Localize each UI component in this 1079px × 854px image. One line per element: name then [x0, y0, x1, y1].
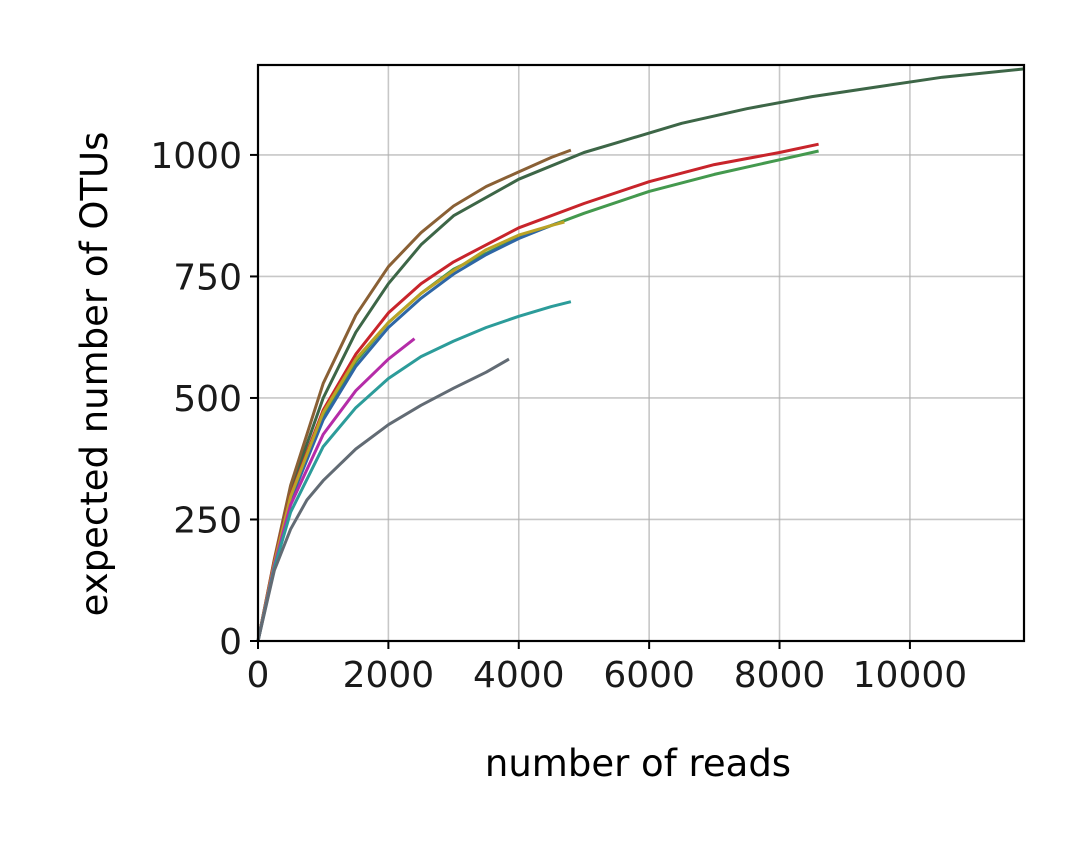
y-tick-label: 500: [173, 379, 242, 420]
y-tick-label: 250: [173, 500, 242, 541]
x-tick-label: 6000: [603, 655, 695, 696]
x-tick-label: 10000: [853, 655, 968, 696]
y-tick-label: 750: [173, 257, 242, 298]
grid: [257, 65, 1024, 642]
x-axis-title: number of reads: [485, 742, 791, 785]
series-line-4: [256, 149, 819, 642]
series-line-8: [256, 300, 572, 642]
series-line-3: [256, 142, 819, 642]
x-tick-label: 4000: [473, 655, 565, 696]
axis-ticks: 0 2000 4000 6000 8000 10000 0 250 500 750 1000: [150, 136, 967, 696]
series-lines: [256, 67, 1025, 642]
y-tick-label: 1000: [150, 136, 242, 177]
series-line-1: [256, 67, 1025, 642]
y-axis-title: expected number of OTUs: [73, 132, 116, 617]
series-line-2: [256, 148, 572, 642]
plot-frame: [256, 63, 1026, 643]
x-tick-label: 2000: [343, 655, 435, 696]
series-line-5: [256, 221, 559, 642]
x-tick-label: 0: [247, 655, 270, 696]
series-line-7: [256, 337, 416, 642]
series-line-6: [256, 220, 565, 642]
series-line-9: [256, 357, 510, 642]
x-tick-label: 8000: [734, 655, 826, 696]
y-tick-label: 0: [219, 622, 242, 663]
